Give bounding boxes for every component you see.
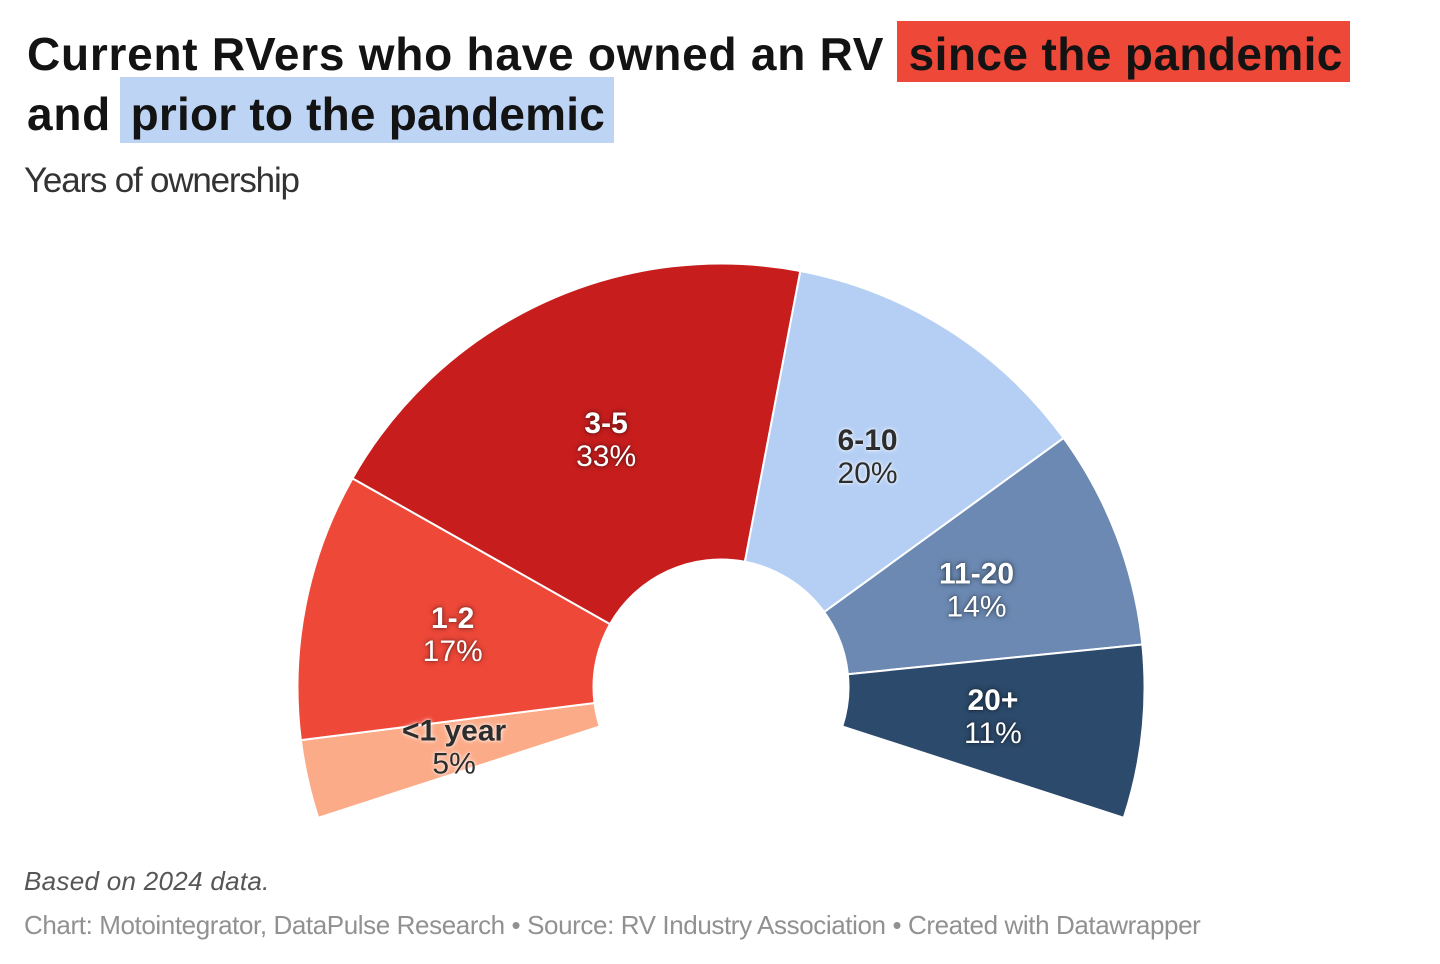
svg-text:6-10: 6-10 — [838, 424, 898, 457]
svg-text:17%: 17% — [423, 635, 483, 668]
svg-text:20%: 20% — [838, 457, 898, 490]
svg-text:5%: 5% — [432, 748, 475, 781]
svg-text:<1 year: <1 year — [402, 715, 507, 748]
svg-text:11%: 11% — [964, 717, 1022, 750]
svg-text:1-2: 1-2 — [431, 602, 474, 635]
svg-text:20+: 20+ — [967, 684, 1018, 717]
svg-text:3-5: 3-5 — [584, 407, 627, 440]
svg-text:11-20: 11-20 — [939, 558, 1014, 591]
svg-text:14%: 14% — [947, 591, 1007, 624]
svg-text:33%: 33% — [576, 440, 636, 473]
